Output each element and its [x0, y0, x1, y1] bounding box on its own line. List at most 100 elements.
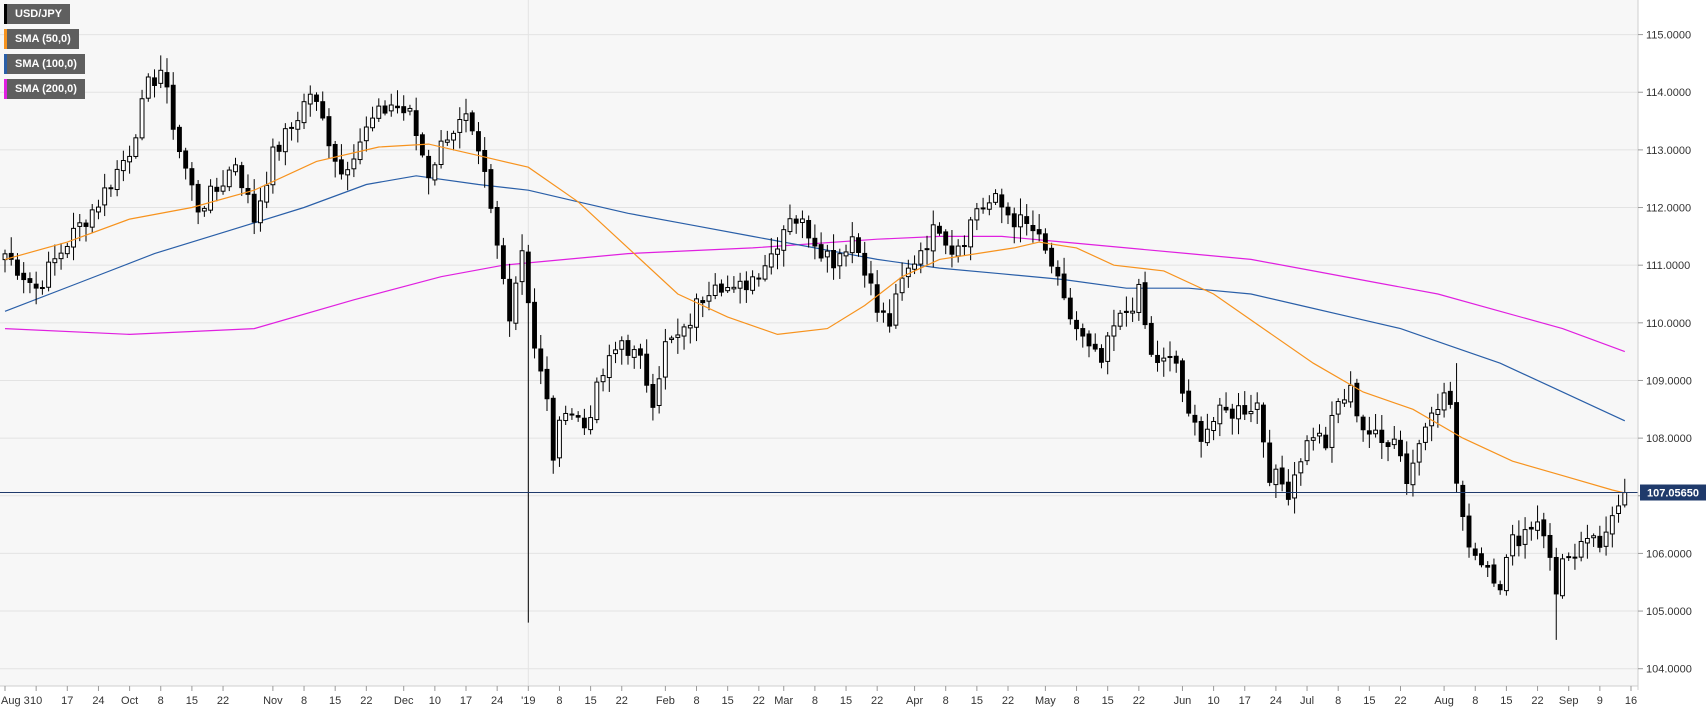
candle-body-up [725, 286, 731, 292]
candle [986, 195, 992, 216]
candle-body-down [1528, 526, 1534, 530]
candle-body-down [1354, 382, 1360, 417]
candle-body-down [831, 250, 837, 269]
legend-item-sma-200[interactable]: SMA (200,0) [4, 79, 85, 99]
candle-body-up [1435, 409, 1441, 415]
candle-body-down [961, 245, 967, 248]
candle-body-up [1217, 404, 1223, 425]
candle [444, 130, 450, 146]
candle [1011, 207, 1017, 244]
candle-body-down [719, 283, 724, 293]
candle-body-up [407, 107, 413, 112]
legend-item-usdjpy[interactable]: USD/JPY [4, 4, 71, 24]
candle-body-up [58, 252, 64, 260]
candle-body-up [1254, 402, 1260, 410]
candle [899, 262, 905, 301]
candle [968, 216, 974, 261]
candle [1167, 341, 1173, 372]
candle [999, 188, 1005, 224]
candle-body-down [856, 237, 861, 253]
candle-body-down [1491, 564, 1497, 584]
candle-body-up [77, 222, 83, 227]
candle [1317, 424, 1322, 444]
y-tick-label: 109.0000 [1646, 375, 1692, 387]
candle-body-down [1379, 429, 1385, 444]
candle [1142, 271, 1148, 329]
candle-body-down [164, 72, 170, 88]
candle [145, 73, 151, 102]
x-tick-label: 22 [1531, 695, 1543, 707]
candle-body-up [1341, 399, 1347, 404]
candle [675, 318, 681, 354]
candle-body-down [401, 106, 407, 114]
candle [613, 341, 618, 364]
candle-body-up [71, 227, 76, 248]
candle-body-up [1441, 392, 1447, 411]
candle [307, 85, 313, 117]
candle [102, 173, 108, 217]
candle [469, 110, 475, 136]
candle-body-up [986, 202, 992, 210]
candle-body-down [108, 187, 114, 190]
candle [127, 145, 133, 174]
candle-body-up [594, 381, 600, 421]
candle [1435, 393, 1441, 428]
candle-body-down [338, 159, 344, 175]
candle-body-up [388, 104, 394, 112]
candle-body-up [1298, 461, 1304, 474]
x-tick-label: Aug 3 [1, 695, 30, 707]
candle-body-down [1242, 405, 1248, 415]
candle-body-up [432, 164, 438, 181]
candle-body-down [482, 149, 488, 172]
x-tick-label: Nov [263, 695, 283, 707]
candle-body-up [444, 139, 450, 143]
candle [1005, 202, 1011, 225]
candle-body-up [1136, 283, 1142, 313]
candle [1055, 260, 1061, 286]
candle-body-up [669, 337, 675, 340]
x-tick-label: 8 [1073, 695, 1079, 707]
candle [257, 187, 263, 232]
legend-item-sma-100[interactable]: SMA (100,0) [4, 54, 85, 74]
candle [71, 212, 76, 261]
candle-body-up [301, 101, 307, 124]
candle-body-up [363, 126, 369, 142]
candle [214, 177, 220, 202]
candle-body-down [1005, 206, 1011, 216]
legend-item-sma-50[interactable]: SMA (50,0) [4, 29, 79, 49]
candle-body-up [600, 375, 606, 383]
candle-body-down [183, 150, 189, 169]
candle-body-up [1410, 462, 1416, 486]
candle-body-up [606, 355, 612, 379]
candle [1018, 198, 1023, 243]
x-tick-label: 8 [301, 695, 307, 707]
candle-body-down [793, 218, 799, 224]
candle-body-up [1130, 310, 1136, 314]
candle [295, 111, 301, 143]
candle [1366, 416, 1372, 448]
candle [1422, 422, 1428, 451]
candle-body-down [1186, 390, 1192, 414]
candle-body-up [158, 69, 164, 84]
candle [1329, 401, 1335, 463]
candle [625, 334, 631, 365]
candle-body-down [152, 77, 157, 86]
candle [457, 107, 463, 149]
x-tick-label: 24 [92, 695, 104, 707]
candle-body-down [494, 207, 500, 246]
candle [1298, 458, 1304, 486]
candle-body-down [1547, 534, 1553, 558]
candle-body-up [451, 132, 456, 141]
candle [837, 248, 843, 279]
price-tag: 107.05650 [1640, 484, 1706, 501]
candle [251, 179, 257, 235]
candle [806, 215, 812, 248]
candle [1472, 542, 1478, 561]
x-tick-label: 17 [61, 695, 73, 707]
candle-body-down [650, 383, 656, 408]
candle-body-up [569, 413, 575, 416]
candle-body-down [1261, 404, 1266, 443]
candle [930, 210, 936, 268]
x-tick-label: 8 [1472, 695, 1478, 707]
candle-body-down [581, 417, 587, 429]
